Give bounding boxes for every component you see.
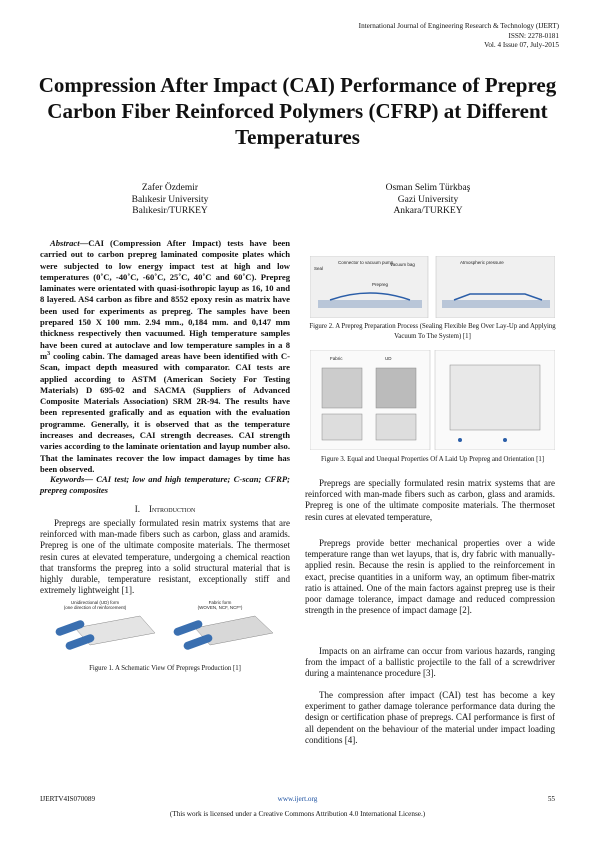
journal-name: International Journal of Engineering Res… <box>358 22 559 30</box>
author: Osman Selim Türkbaş Gazi University Anka… <box>318 183 538 218</box>
paragraph: Impacts on an airframe can occur from va… <box>305 646 555 680</box>
paper-id: IJERTV4IS070089 <box>40 795 96 803</box>
figure-label: Prepreg <box>372 282 389 287</box>
abstract-text: cooling cabin. The damaged areas have be… <box>40 350 290 474</box>
section-title: Introduction <box>148 504 196 514</box>
figure-label: Connector to vacuum pump <box>338 260 394 265</box>
paragraph-text: Prepregs are specially formulated resin … <box>305 478 555 522</box>
legend-marker <box>458 438 462 442</box>
keywords-text: CAI test; low and high temperature; C-sc… <box>40 474 290 495</box>
figure-panel <box>435 256 555 318</box>
figure-label: Atmospheric pressure <box>460 260 504 265</box>
license: (This work is licensed under a Creative … <box>169 810 426 818</box>
figure-caption: Figure 1. A Schematic View Of Prepregs P… <box>89 665 241 672</box>
paper-title: Compression After Impact (CAI) Performan… <box>38 73 557 149</box>
keywords-label: Keywords— <box>50 474 93 484</box>
legend-marker <box>503 438 507 442</box>
layup-block <box>375 367 417 409</box>
roller <box>173 620 203 636</box>
abstract: Abstract—CAI (Compression After Impact) … <box>40 238 290 475</box>
figure-3: Fabric UD <box>310 350 555 450</box>
section-number: I. <box>134 504 140 514</box>
author-affiliation: Balıkesir University <box>131 194 209 205</box>
page-number: 55 <box>547 795 555 803</box>
paragraph: Prepregs provide better mechanical prope… <box>305 538 555 616</box>
keywords: Keywords— CAI test; low and high tempera… <box>40 474 290 496</box>
author: Zafer Özdemir Balıkesir University Balık… <box>60 183 280 218</box>
abstract-text: CAI (Compression After Impact) tests hav… <box>40 238 290 361</box>
layup-block <box>321 367 363 409</box>
figure-label: UD <box>385 356 392 361</box>
plot-area <box>449 364 541 431</box>
site-link[interactable]: www.ijert.org <box>277 795 318 803</box>
roller <box>65 634 95 650</box>
author-name: Zafer Özdemir <box>141 183 199 193</box>
tool-plate <box>442 300 550 308</box>
figure-label: Seal <box>314 266 323 271</box>
author-affiliation: Gazi University <box>397 194 459 205</box>
paragraph-text: Prepregs are specially formulated resin … <box>40 518 290 596</box>
figure-label: (WOVEN, NCF, NCF*) <box>198 605 243 610</box>
issue: Vol. 4 Issue 07, July-2015 <box>484 41 559 49</box>
issn: ISSN: 2278-0181 <box>508 31 559 40</box>
vacuum-bag <box>453 293 543 301</box>
figure-caption: Figure 2. A Prepreg Preparation Process … <box>309 323 556 340</box>
figure-label: Fabric <box>330 356 343 361</box>
author-location: Balıkesir/TURKEY <box>132 206 208 216</box>
layup-block <box>321 413 363 441</box>
paragraph: The compression after impact (CAI) test … <box>305 690 555 746</box>
figure-label: Unidirectional (UD) form <box>71 600 120 605</box>
vacuum-bag <box>329 292 411 301</box>
paragraph-text: Prepregs provide better mechanical prope… <box>305 538 555 616</box>
abstract-label: Abstract— <box>50 238 89 248</box>
paragraph-text: Impacts on an airframe can occur from va… <box>305 646 555 679</box>
roller <box>55 620 85 636</box>
figure-1: Unidirectional (UD) form (one direction … <box>45 598 285 658</box>
figure-label: Fabric form <box>209 600 232 605</box>
paragraph: Prepregs are specially formulated resin … <box>305 478 555 523</box>
layup-block <box>375 413 417 441</box>
superscript: 3 <box>47 351 51 358</box>
tool-plate <box>318 300 422 308</box>
author-location: Ankara/TURKEY <box>393 206 463 216</box>
paragraph-text: The compression after impact (CAI) test … <box>305 690 555 745</box>
figure-label: Vacuum bag <box>390 262 415 267</box>
figure-2: Seal Connector to vacuum pump Vacuum bag… <box>310 256 555 318</box>
author-name: Osman Selim Türkbaş <box>385 183 471 193</box>
section-heading: I. Introduction <box>40 504 290 514</box>
paragraph: Prepregs are specially formulated resin … <box>40 518 290 596</box>
figure-label: (one direction of reinforcement) <box>64 605 127 610</box>
figure-caption: Figure 3. Equal and Unequal Properties O… <box>320 456 545 463</box>
running-header: International Journal of Engineering Res… <box>359 22 559 51</box>
roller <box>183 634 213 650</box>
